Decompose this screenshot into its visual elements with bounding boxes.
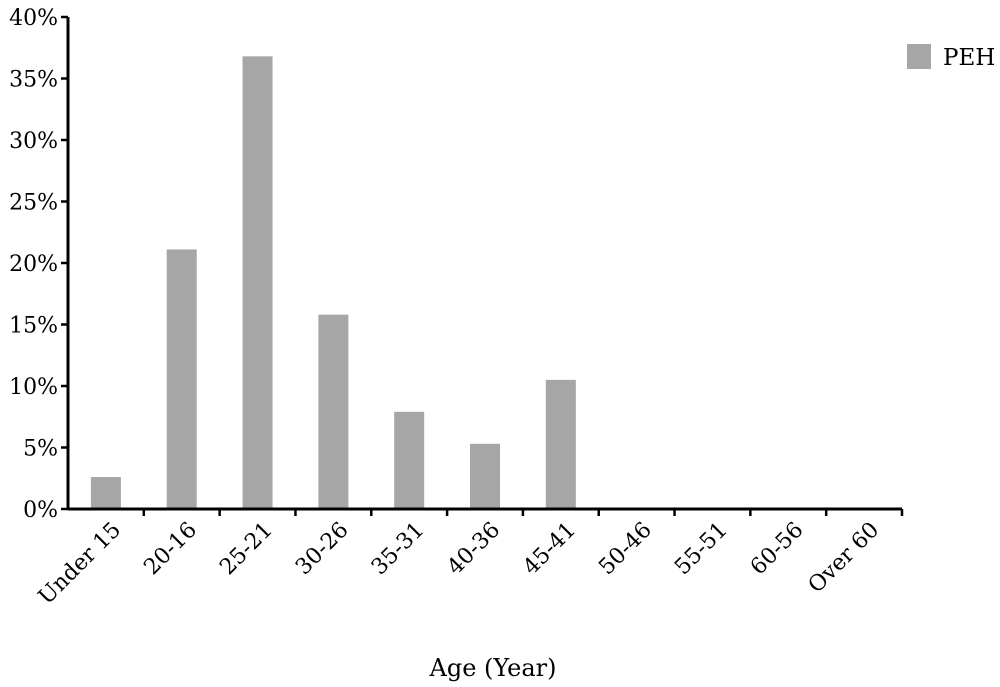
legend-label-peh: PEH (943, 45, 995, 71)
bar (545, 379, 576, 509)
x-tick-label: Under 15 (34, 518, 126, 610)
x-tick-label: 25-21 (215, 518, 278, 581)
x-tick-label: 45-41 (519, 518, 582, 581)
y-tick-label: 25% (9, 191, 58, 216)
legend-swatch-peh (907, 44, 931, 69)
x-tick-label: 40-36 (443, 518, 506, 581)
y-tick-label: 15% (9, 314, 58, 339)
x-tick-label: 20-16 (139, 518, 202, 581)
x-tick-label: 55-51 (670, 518, 733, 581)
y-tick-label: 10% (9, 375, 58, 400)
bars-group (90, 56, 576, 510)
bar (470, 443, 500, 509)
x-tick-label: 30-26 (291, 518, 354, 581)
bar (394, 411, 425, 509)
x-axis-ticks: Under 15 20-16 25-21 30-26 35-31 40-36 45-41 50… (34, 509, 904, 610)
x-tick-label: 50-46 (594, 518, 657, 581)
legend: PEH (907, 44, 995, 71)
bar (166, 249, 197, 509)
x-axis-title: Age (Year) (429, 654, 557, 682)
bar (90, 477, 121, 509)
x-tick-label: 35-31 (367, 518, 430, 581)
x-tick-label: 60-56 (746, 518, 809, 581)
y-tick-label: 40% (9, 6, 58, 31)
y-tick-label: 35% (9, 68, 58, 93)
y-tick-label: 5% (23, 437, 58, 462)
y-tick-label: 30% (9, 129, 58, 154)
bar (242, 56, 273, 510)
y-tick-label: 0% (23, 498, 58, 523)
bar (318, 314, 349, 509)
y-tick-label: 20% (9, 252, 58, 277)
x-tick-label: Over 60 (804, 518, 885, 599)
y-axis-ticks: 0% 5% 10% 15% 20% 25% 30% 35% 40% (9, 6, 68, 523)
